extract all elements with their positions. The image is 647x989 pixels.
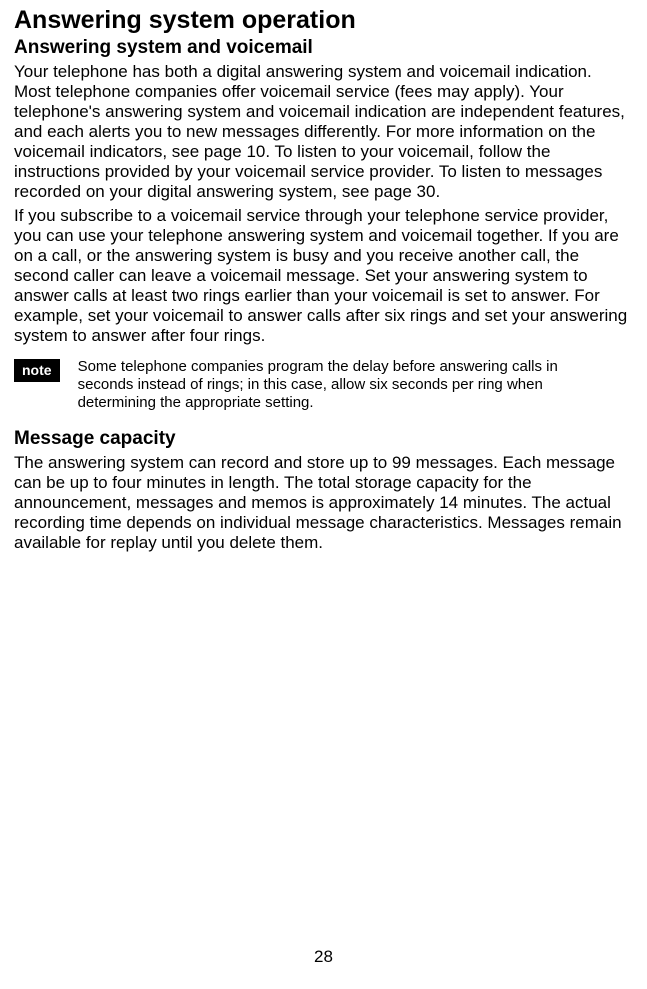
note-text: Some telephone companies program the del…	[78, 358, 633, 412]
body-paragraph: Your telephone has both a digital answer…	[14, 62, 633, 202]
page-title: Answering system operation	[14, 6, 633, 35]
note-icon: note	[14, 359, 60, 382]
note-block: note Some telephone companies program th…	[14, 358, 633, 412]
section-heading-capacity: Message capacity	[14, 428, 633, 451]
body-paragraph: The answering system can record and stor…	[14, 453, 633, 553]
document-page: Answering system operation Answering sys…	[0, 0, 647, 553]
section-heading-voicemail: Answering system and voicemail	[14, 37, 633, 60]
body-paragraph: If you subscribe to a voicemail service …	[14, 206, 633, 346]
page-number: 28	[0, 947, 647, 967]
